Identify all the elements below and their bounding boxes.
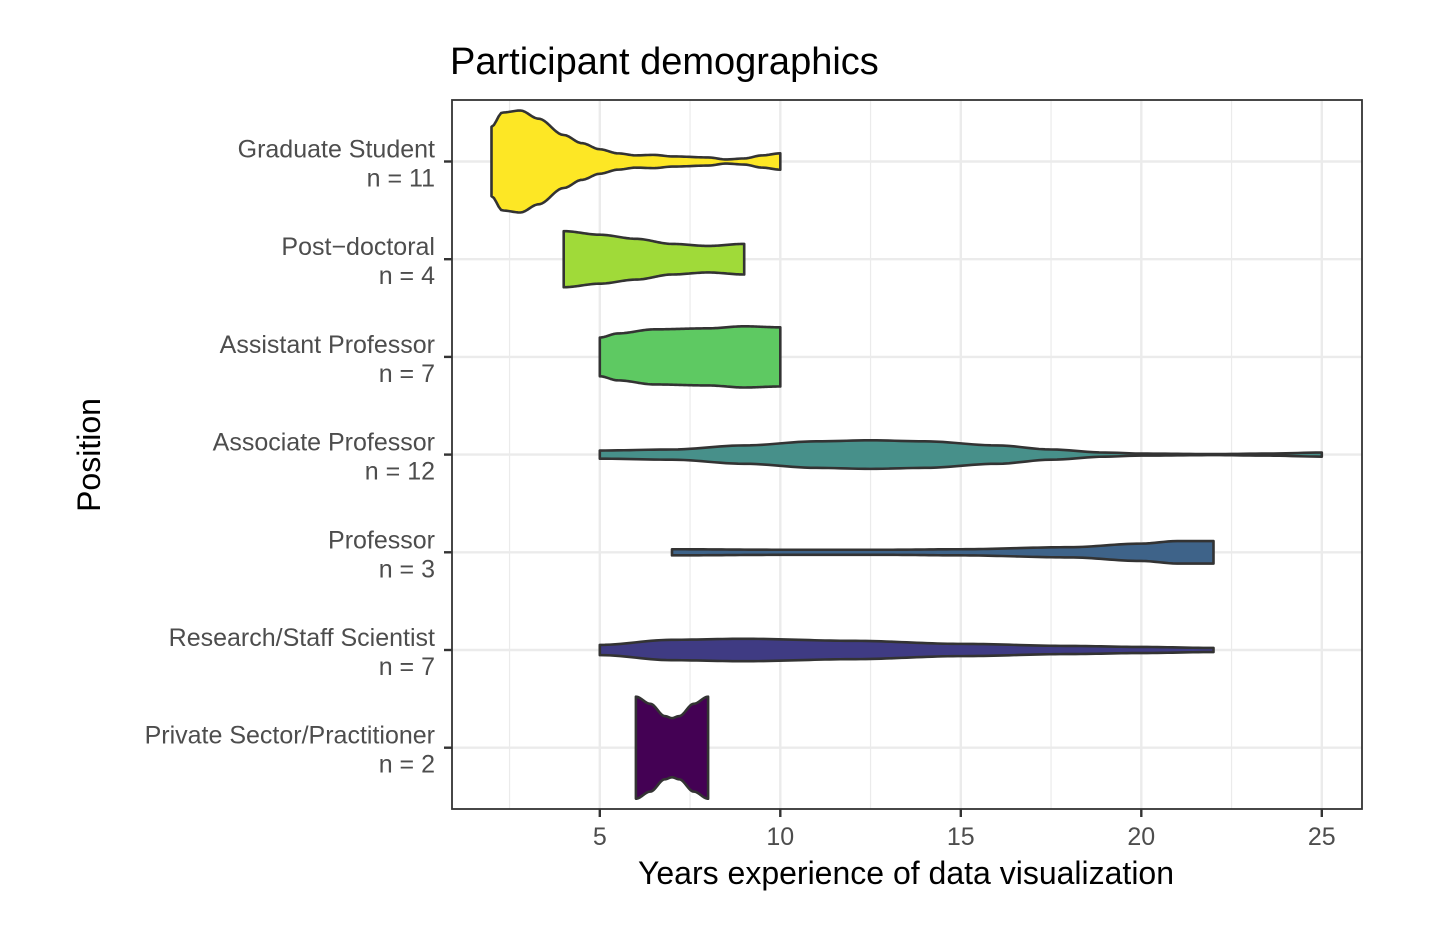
y-tick-label-position: Professor <box>328 526 435 554</box>
x-tick-label: 15 <box>947 823 975 851</box>
y-tick-label-count: n = 2 <box>379 751 435 779</box>
y-tick-label-count: n = 12 <box>365 458 435 486</box>
violin-layer <box>490 109 1324 800</box>
y-tick-label-count: n = 3 <box>379 555 435 583</box>
y-tick-label-count: n = 4 <box>379 262 435 290</box>
violin-professor <box>670 539 1215 565</box>
x-tick-label: 5 <box>593 823 607 851</box>
y-axis-title: Position <box>71 398 107 512</box>
x-axis-title: Years experience of data visualization <box>638 855 1174 891</box>
violin-post-doctoral <box>562 229 746 289</box>
violin-graduate-student <box>490 109 782 214</box>
y-tick-label-position: Assistant Professor <box>220 331 435 359</box>
x-tick-label: 20 <box>1127 823 1155 851</box>
y-tick-label-position: Post−doctoral <box>281 233 435 261</box>
y-tick-label-position: Research/Staff Scientist <box>169 624 435 652</box>
x-tick-label: 10 <box>766 823 794 851</box>
x-tick-label: 25 <box>1308 823 1336 851</box>
y-tick-label-position: Private Sector/Practitioner <box>145 722 435 750</box>
violin-associate-professor <box>598 439 1324 471</box>
y-tick-label-count: n = 7 <box>379 360 435 388</box>
y-tick-label-count: n = 7 <box>379 653 435 681</box>
y-tick-label-position: Associate Professor <box>213 429 435 457</box>
chart-title: Participant demographics <box>450 41 879 83</box>
y-tick-label-count: n = 11 <box>367 165 435 193</box>
violin-private-sector-practitioner <box>634 695 710 800</box>
y-tick-label-position: Graduate Student <box>238 136 435 164</box>
x-axis: 5 10 15 20 25 <box>593 809 1336 851</box>
violin-research-staff-scientist <box>598 637 1215 663</box>
violin-assistant-professor <box>598 325 782 389</box>
